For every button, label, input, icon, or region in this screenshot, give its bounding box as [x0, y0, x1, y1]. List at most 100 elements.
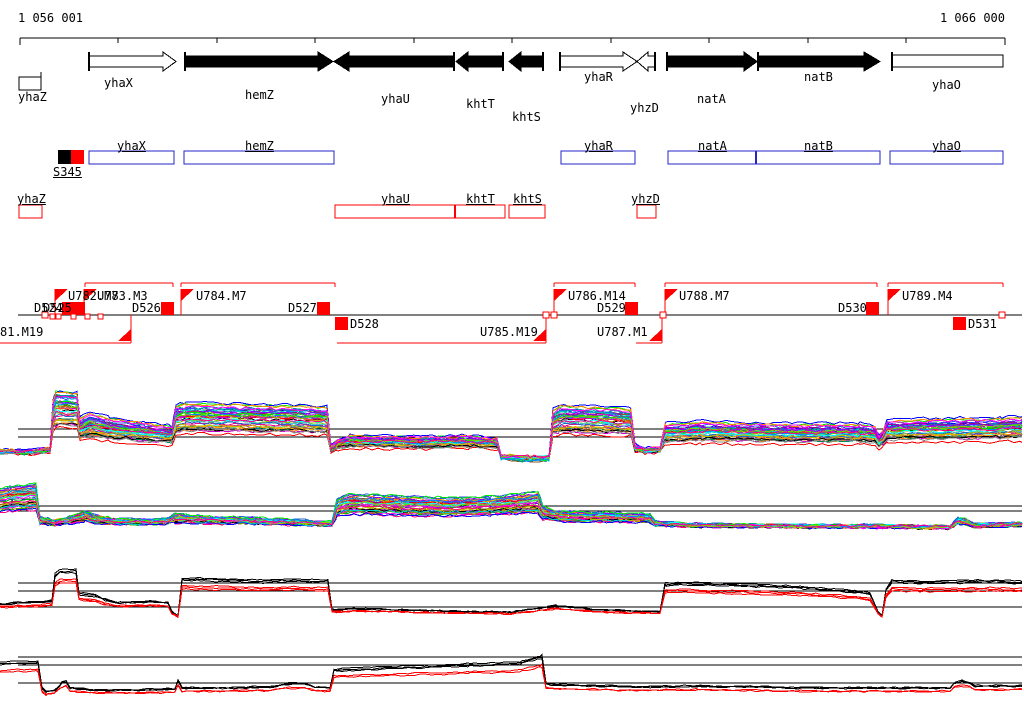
probe-flag-triangle[interactable]	[888, 289, 901, 301]
probe-label-D529: D529	[597, 301, 626, 315]
gene-label-yhaO: yhaO	[932, 78, 961, 92]
signal-trace	[0, 578, 1022, 619]
red-row-label-khtS[interactable]: khtS	[513, 192, 542, 206]
probe-flag-triangle[interactable]	[181, 289, 194, 301]
signal-trace	[0, 666, 1023, 697]
gene-arrow[interactable]	[666, 51, 758, 72]
gene-box[interactable]	[18, 76, 42, 91]
probe-label-D524: D524	[34, 301, 63, 315]
probe-label-D531: D531	[968, 317, 997, 331]
blue-gene-box[interactable]	[889, 150, 1004, 165]
probe-flag-triangle[interactable]	[118, 329, 131, 341]
gene-feature-yhaZ[interactable]	[18, 72, 42, 91]
gene-arrow[interactable]	[184, 51, 334, 72]
red-gene-box[interactable]	[334, 204, 506, 219]
blue-row-label-natA[interactable]: natA	[698, 139, 727, 153]
blue-row-label-yhaO[interactable]: yhaO	[932, 139, 961, 153]
annotation-row-blue	[58, 150, 1004, 165]
gene-feature-yhaR[interactable]	[559, 51, 638, 72]
blue-gene-box[interactable]	[88, 150, 175, 165]
signal-trace	[0, 487, 1023, 530]
probe-label-D528: D528	[350, 317, 379, 331]
gene-arrow[interactable]	[757, 51, 881, 72]
probe-tick-square	[49, 313, 56, 320]
gene-feature-khtT[interactable]	[455, 50, 504, 73]
signal-trace	[0, 412, 1023, 459]
red-row-label-yhzD[interactable]: yhzD	[631, 192, 660, 206]
signal-trace	[0, 395, 1023, 459]
gene-label-khtS: khtS	[512, 110, 541, 124]
blue-row-label-yhaR[interactable]: yhaR	[584, 139, 613, 153]
gene-feature-yhaX[interactable]	[88, 51, 177, 72]
probe-flag-triangle[interactable]	[55, 289, 68, 301]
gene-arrow[interactable]	[455, 50, 504, 73]
ruler-start-coordinate: 1 056 001	[18, 11, 84, 25]
gene-feature-yhzD[interactable]	[636, 50, 656, 73]
blue-row-label-natB[interactable]: natB	[804, 139, 833, 153]
gene-label-khtT: khtT	[466, 97, 495, 111]
signal-track-2	[0, 482, 1023, 531]
red-gene-box[interactable]	[636, 204, 657, 219]
marker-black-square[interactable]	[58, 150, 71, 164]
gene-feature-yhaO[interactable]	[891, 52, 1004, 71]
red-gene-box[interactable]	[18, 204, 43, 219]
red-row-label-yhaZ[interactable]: yhaZ	[17, 192, 46, 206]
blue-row-label-hemZ[interactable]: hemZ	[245, 139, 274, 153]
gene-arrow[interactable]	[559, 51, 638, 72]
probe-label-U788.M7: U788.M7	[679, 289, 730, 303]
signal-trace	[0, 410, 1023, 459]
gene-arrow[interactable]	[88, 51, 177, 72]
gene-label-natA: natA	[697, 92, 726, 106]
probe-square-marker[interactable]	[317, 302, 330, 315]
probe-label-U789.M4: U789.M4	[902, 289, 953, 303]
probe-track	[0, 282, 1022, 344]
probe-label-U787.M1: U787.M1	[597, 325, 648, 339]
probe-square-marker[interactable]	[161, 302, 174, 315]
marker-red-square[interactable]	[71, 150, 84, 164]
probe-label-D527: D527	[288, 301, 317, 315]
marker-label-S345[interactable]: S345	[53, 165, 82, 179]
blue-gene-box[interactable]	[183, 150, 335, 165]
probe-tick-square	[70, 313, 77, 320]
signal-track-1	[0, 390, 1023, 463]
probe-flag-triangle[interactable]	[533, 329, 546, 341]
signal-trace	[0, 499, 1023, 529]
red-row-label-khtT[interactable]: khtT	[466, 192, 495, 206]
signal-track-4	[0, 653, 1023, 697]
probe-junction-square	[998, 311, 1006, 319]
blue-gene-box[interactable]	[667, 150, 881, 165]
probe-label-U785.M19: U785.M19	[480, 325, 538, 339]
gene-arrow[interactable]	[636, 50, 656, 73]
probe-label-81.M19: 81.M19	[0, 325, 44, 339]
probe-flag-triangle[interactable]	[554, 289, 567, 301]
probe-square-marker[interactable]	[62, 302, 75, 315]
gene-arrow[interactable]	[508, 50, 544, 73]
gene-label-yhzD: yhzD	[630, 101, 659, 115]
gene-feature-natB[interactable]	[757, 51, 881, 72]
signal-trace	[0, 571, 1023, 617]
signal-trace	[0, 658, 1023, 694]
gene-feature-yhaU[interactable]	[333, 51, 455, 72]
blue-gene-box[interactable]	[560, 150, 636, 165]
gene-feature-natA[interactable]	[666, 51, 758, 72]
probe-square-marker[interactable]	[72, 302, 85, 315]
probe-flag-triangle[interactable]	[84, 289, 97, 301]
gene-feature-hemZ[interactable]	[184, 51, 334, 72]
gene-label-yhaZ: yhaZ	[18, 90, 47, 104]
annotation-row-red	[18, 204, 657, 219]
gene-feature-khtS[interactable]	[508, 50, 544, 73]
gene-arrow[interactable]	[333, 51, 455, 72]
probe-label-D530: D530	[838, 301, 867, 315]
blue-row-label-yhaX[interactable]: yhaX	[117, 139, 146, 153]
probe-square-marker[interactable]	[335, 317, 348, 330]
probe-flag-triangle[interactable]	[665, 289, 678, 301]
probe-square-marker[interactable]	[953, 317, 966, 330]
gene-box[interactable]	[891, 54, 1004, 68]
signal-trace	[0, 582, 1023, 619]
probe-tick-square	[84, 313, 91, 320]
red-gene-box[interactable]	[508, 204, 546, 219]
probe-flag-triangle[interactable]	[649, 329, 662, 341]
probe-square-marker[interactable]	[625, 302, 638, 315]
probe-square-marker[interactable]	[866, 302, 879, 315]
red-row-label-yhaU[interactable]: yhaU	[381, 192, 410, 206]
